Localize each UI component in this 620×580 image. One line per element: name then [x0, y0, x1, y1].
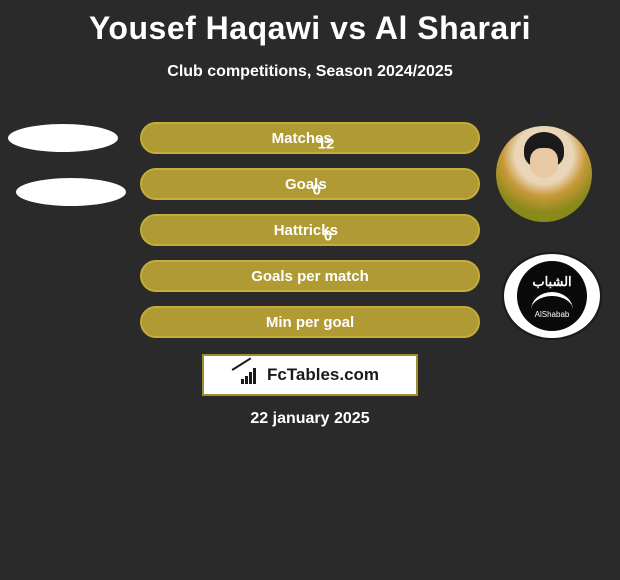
subtitle: Club competitions, Season 2024/2025 [0, 63, 620, 81]
stat-label: Goals per match [251, 268, 369, 285]
fctables-chart-icon [241, 366, 261, 384]
alshabab-logo-icon: الشباب AlShabab [517, 261, 587, 331]
stat-value: 0 [324, 227, 332, 244]
date-text: 22 january 2025 [0, 410, 620, 428]
club-2-latin-text: AlShabab [535, 310, 570, 319]
club-2-arabic-text: الشباب [532, 274, 571, 290]
stat-row-goals-per-match: Goals per match [140, 260, 480, 292]
player-2-avatar [496, 126, 592, 222]
stat-label: Min per goal [266, 314, 354, 331]
club-2-logo: الشباب AlShabab [502, 252, 602, 340]
stat-row-min-per-goal: Min per goal [140, 306, 480, 338]
stat-row-matches: Matches 12 [140, 122, 480, 154]
player-1-avatar [8, 124, 118, 152]
stat-value: 0 [313, 181, 321, 198]
brand-box: FcTables.com [202, 354, 418, 396]
stat-row-hattricks: Hattricks 0 [140, 214, 480, 246]
stats-list: Matches 12 Goals 0 Hattricks 0 Goals per… [140, 122, 480, 352]
brand-text: FcTables.com [267, 365, 379, 385]
club-1-logo [16, 178, 126, 206]
page-title: Yousef Haqawi vs Al Sharari [0, 0, 620, 47]
stat-value: 12 [318, 135, 335, 152]
stat-row-goals: Goals 0 [140, 168, 480, 200]
